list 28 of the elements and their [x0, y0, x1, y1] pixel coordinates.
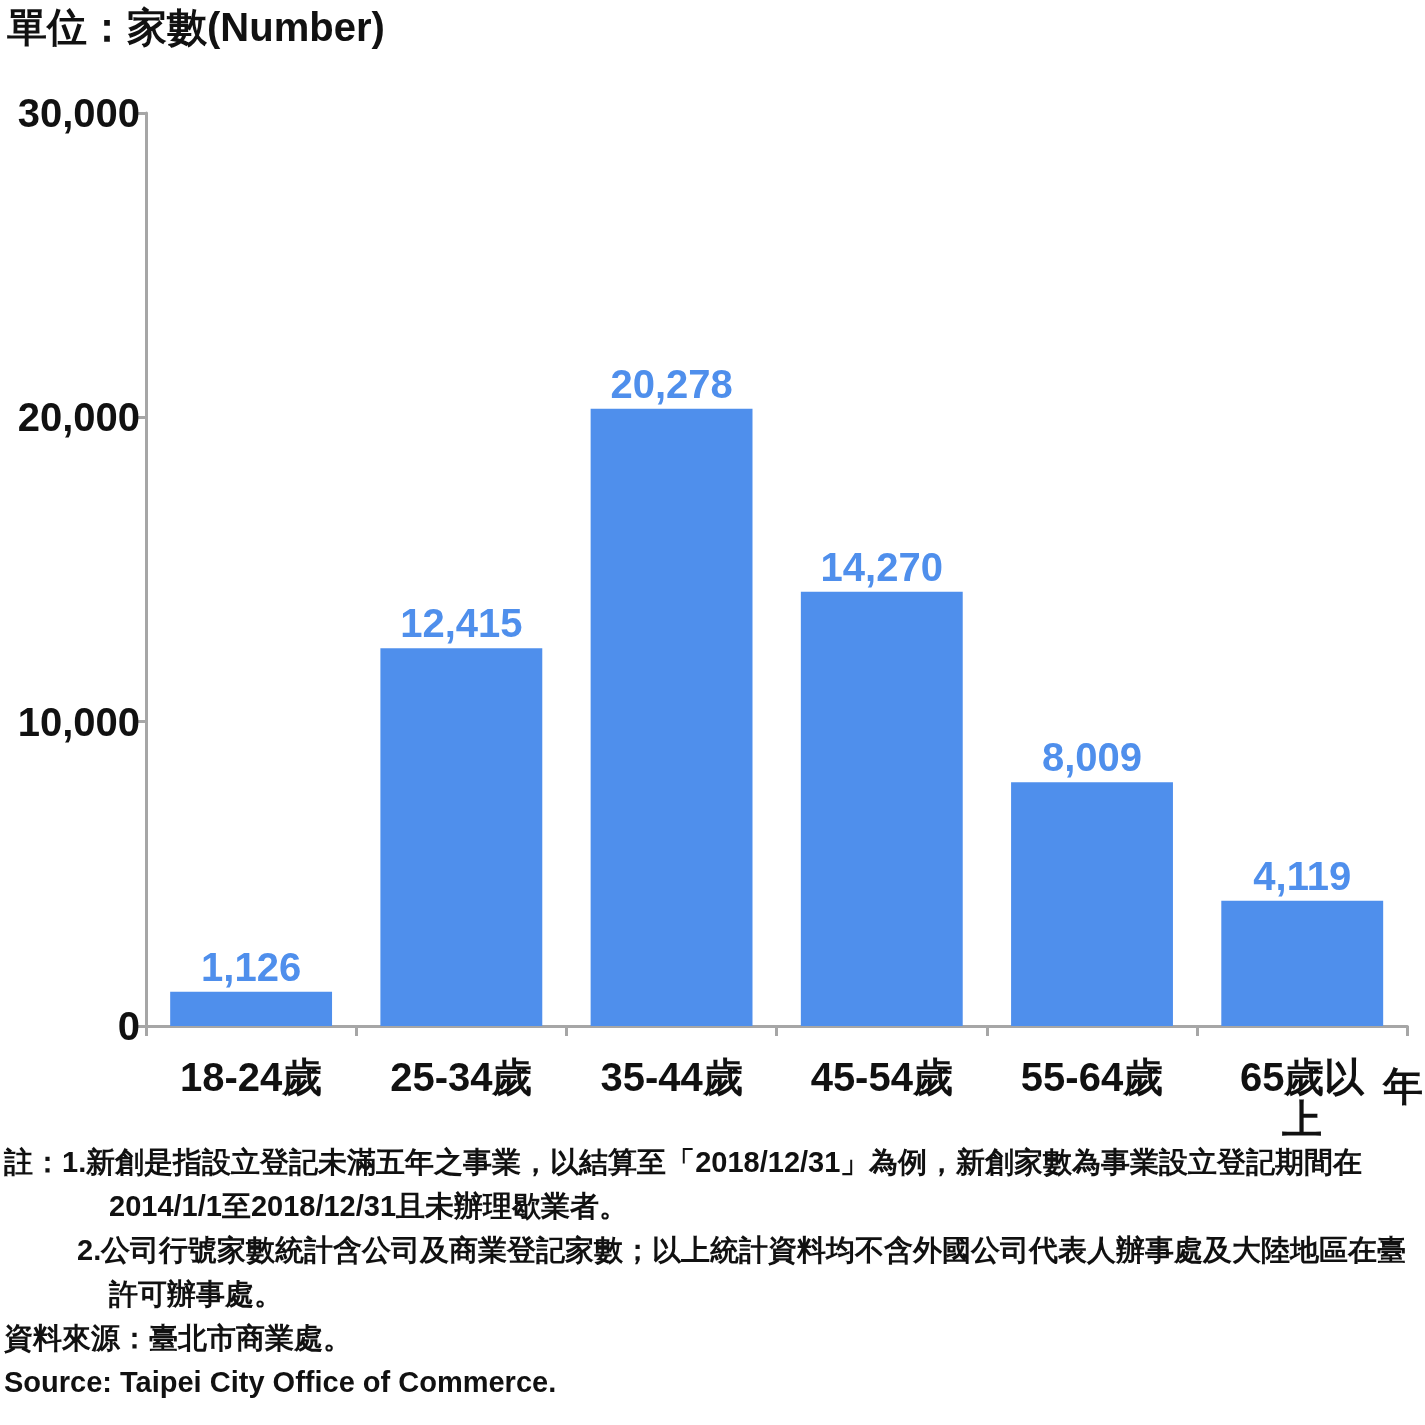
x-axis-title: 年: [1382, 1064, 1424, 1108]
y-tick-label: 0: [117, 1004, 140, 1048]
bar: [1221, 900, 1384, 1026]
data-label: 8,009: [1041, 735, 1143, 780]
text: 註：1.新創是指設立登記未滿五年之事業，以結算至「2018/12/31」為例，新創家數為事業設立登記期間在2014/1/1至2018/12/31且未辦理歇業者。: [4, 1145, 1364, 1224]
data-label: 14,270: [820, 544, 943, 589]
bar: [590, 408, 753, 1026]
bar: [380, 648, 543, 1026]
bar: [1011, 782, 1173, 1026]
x-tick-label: 35-44歲: [600, 1055, 743, 1099]
bar: [170, 991, 333, 1026]
y-tick-label: 30,000: [17, 91, 140, 135]
text: 2.公司行號家數統計含公司及商業登記家數；以上統計資料均不含外國公司代表人辦事處及大陸地區在臺許可辦事處。: [76, 1233, 1408, 1312]
x-tick-label: 25-34歲: [390, 1055, 533, 1099]
data-label: 20,278: [610, 361, 733, 406]
data-label: 12,415: [400, 601, 523, 646]
bar: [800, 591, 963, 1026]
x-tick-label: 18-24歲: [179, 1055, 323, 1099]
source-note: 資料來源：臺北市商業處。: [4, 1321, 353, 1356]
y-tick-label: 10,000: [17, 699, 140, 744]
data-label: 1,126: [201, 944, 302, 989]
data-label: 4,119: [1253, 853, 1352, 898]
x-tick-label: 45-54歲: [810, 1055, 953, 1099]
x-tick-label: 55-64歲: [1020, 1055, 1164, 1099]
y-axis-title: 單位：家數(Number): [7, 5, 385, 49]
y-tick-label: 20,000: [17, 395, 140, 440]
x-tick-label: 65歲以上: [1239, 1055, 1366, 1141]
source-note: Source: Taipei City Office of Commerce.: [4, 1365, 558, 1400]
